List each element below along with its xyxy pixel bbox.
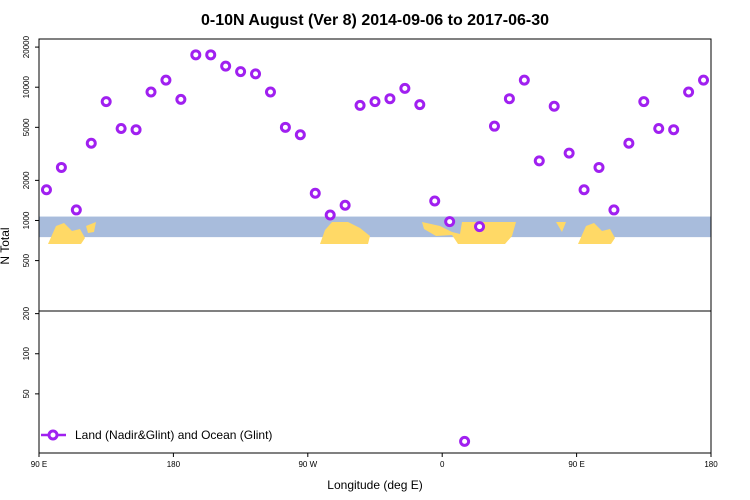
data-point bbox=[309, 187, 321, 199]
land-borneo-repeat bbox=[578, 223, 615, 244]
data-point bbox=[384, 93, 396, 105]
data-point bbox=[399, 82, 411, 94]
data-point bbox=[220, 60, 232, 72]
x-axis-label: Longitude (deg E) bbox=[327, 478, 422, 492]
y-tick-label: 200 bbox=[22, 306, 31, 320]
land-africa bbox=[422, 222, 516, 244]
data-point bbox=[115, 122, 127, 134]
data-point bbox=[205, 49, 217, 61]
data-point bbox=[623, 137, 635, 149]
x-tick-label: 180 bbox=[167, 460, 181, 469]
data-point bbox=[593, 161, 605, 173]
land-borneo bbox=[48, 223, 85, 244]
data-point bbox=[235, 66, 247, 78]
x-tick-label: 90 E bbox=[31, 460, 47, 469]
data-point bbox=[175, 93, 187, 105]
y-tick-label: 10000 bbox=[22, 76, 31, 99]
data-point bbox=[698, 74, 710, 86]
x-tick-label: 180 bbox=[704, 460, 718, 469]
land-new-guinea bbox=[86, 222, 96, 233]
data-point bbox=[294, 129, 306, 141]
x-tick-label: 0 bbox=[440, 460, 445, 469]
data-point bbox=[414, 99, 426, 111]
x-tick-label: 90 W bbox=[298, 460, 317, 469]
data-point bbox=[444, 216, 456, 228]
data-point bbox=[668, 124, 680, 136]
data-point bbox=[563, 147, 575, 159]
ocean-map-band bbox=[39, 216, 711, 238]
data-point bbox=[250, 68, 262, 80]
data-point bbox=[459, 435, 471, 447]
data-point bbox=[369, 96, 381, 108]
data-point bbox=[264, 86, 276, 98]
x-tick-label: 90 E bbox=[568, 460, 584, 469]
legend-label: Land (Nadir&Glint) and Ocean (Glint) bbox=[75, 428, 272, 442]
data-point bbox=[145, 86, 157, 98]
data-point bbox=[503, 93, 515, 105]
continent-map bbox=[48, 222, 615, 244]
data-point bbox=[40, 184, 52, 196]
data-point bbox=[533, 155, 545, 167]
legend-marker bbox=[47, 429, 59, 441]
data-point bbox=[55, 161, 67, 173]
y-axis-label: N Total bbox=[0, 227, 12, 264]
y-tick-label: 20000 bbox=[22, 35, 31, 58]
y-tick-label: 50 bbox=[22, 389, 31, 398]
data-point bbox=[160, 74, 172, 86]
data-point bbox=[638, 96, 650, 108]
data-point bbox=[354, 99, 366, 111]
data-point bbox=[100, 96, 112, 108]
data-point bbox=[653, 122, 665, 134]
data-point bbox=[339, 199, 351, 211]
legend: Land (Nadir&Glint) and Ocean (Glint) bbox=[41, 428, 272, 442]
y-tick-label: 100 bbox=[22, 347, 31, 361]
chart-title: 0-10N August (Ver 8) 2014-09-06 to 2017-… bbox=[201, 12, 549, 29]
y-tick-label: 2000 bbox=[22, 171, 31, 189]
x-axis: 90 E 180 90 W 0 90 E 180 bbox=[31, 453, 718, 469]
data-point bbox=[85, 137, 97, 149]
data-point bbox=[130, 124, 142, 136]
y-tick-label: 500 bbox=[22, 253, 31, 267]
data-point bbox=[324, 209, 336, 221]
data-point bbox=[474, 221, 486, 233]
data-point bbox=[429, 195, 441, 207]
y-tick-label: 1000 bbox=[22, 211, 31, 229]
data-point bbox=[578, 184, 590, 196]
data-point bbox=[70, 204, 82, 216]
data-point bbox=[518, 74, 530, 86]
data-point bbox=[548, 100, 560, 112]
data-point bbox=[279, 121, 291, 133]
data-point bbox=[683, 86, 695, 98]
land-south-america bbox=[320, 222, 370, 244]
land-sumatra-repeat bbox=[556, 222, 566, 232]
data-point bbox=[488, 120, 500, 132]
y-tick-label: 5000 bbox=[22, 118, 31, 136]
data-points bbox=[40, 49, 710, 447]
data-point bbox=[608, 204, 620, 216]
plot-frame bbox=[38, 38, 712, 454]
data-point bbox=[190, 49, 202, 61]
y-axis: 50 100 200 500 1000 2000 5000 10000 20000 bbox=[22, 35, 39, 398]
